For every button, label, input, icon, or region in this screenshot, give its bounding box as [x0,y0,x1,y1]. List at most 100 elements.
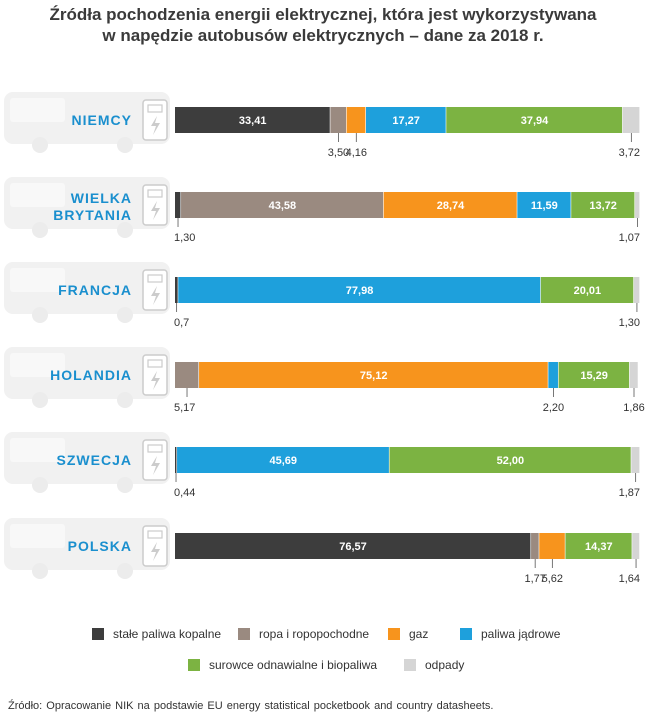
data-label: 43,58 [269,200,297,212]
country-row: FRANCJA 77,98 20,01 0,7 1,30 [4,262,640,329]
bar-segment [635,192,640,218]
legend-swatch [460,628,472,640]
data-label: 13,72 [589,200,617,212]
legend-label: odpady [425,658,464,672]
bus-wheel [32,307,48,323]
data-label: 5,17 [174,402,195,414]
data-label: 2,20 [543,402,564,414]
bus-wheel [32,392,48,408]
bar-segment [175,533,531,559]
data-label: 20,01 [574,285,602,297]
bus-window [10,438,65,462]
bus-wheel [32,477,48,493]
data-label: 17,27 [392,115,420,127]
bar-segment [175,192,181,218]
bar-segment [558,362,630,388]
data-label: 33,41 [239,115,267,127]
legend-swatch [388,628,400,640]
legend-label: paliwa jądrowe [481,627,561,641]
charger-screen [147,444,163,453]
bar-segment [175,447,177,473]
data-label: 37,94 [521,115,549,127]
bus-wheel [117,392,133,408]
bar-segment [346,107,366,133]
bus-silhouette-icon [4,262,170,323]
bar-segment [539,533,565,559]
bolt-icon [151,116,160,135]
bar-segment [548,362,558,388]
country-label: WIELKA [71,190,132,206]
bar-segment [631,447,640,473]
bus-wheel [117,563,133,579]
bar-segment [365,107,446,133]
country-row: SZWECJA 45,69 52,00 0,44 1,87 [4,432,640,499]
bus-silhouette-icon [4,518,170,579]
bolt-icon [151,542,160,561]
bus-window [10,98,65,122]
bar-segment [540,277,634,303]
charging-station-icon [142,184,168,226]
legend-label: gaz [409,627,428,641]
legend-swatch [404,659,416,671]
bar-segment [632,533,640,559]
data-label: 14,37 [585,541,613,553]
bar-segment [633,277,640,303]
bus-silhouette-icon [4,177,170,238]
data-label: 0,7 [174,317,189,329]
bus-window [10,268,65,292]
bolt-icon [151,201,160,220]
data-label: 0,44 [174,487,195,499]
bolt-icon [151,371,160,390]
data-label: 76,57 [339,541,367,553]
charger-screen [147,274,163,283]
legend: stałe paliwa kopalne ropa i ropopochodne g… [92,627,561,672]
country-label: BRYTANIA [53,207,132,223]
legend-label: stałe paliwa kopalne [113,627,221,641]
bus-wheel [32,222,48,238]
country-row: POLSKA 76,57 14,37 1,775,62 1,64 [4,518,640,585]
data-label: 1,77 [524,573,545,585]
data-label: 1,87 [619,487,640,499]
bus-window [10,353,65,377]
bar-segment [446,107,623,133]
bus-wheel [32,137,48,153]
bus-wheel [117,477,133,493]
bar-segment [330,107,347,133]
bar-segment [629,362,638,388]
bar-segment [389,447,631,473]
bar-segment [175,277,178,303]
bar-segment [175,107,330,133]
legend-item: odpady [404,658,464,672]
data-label: 5,62 [542,573,563,585]
bar-segment [181,192,384,218]
data-label: 1,07 [619,232,640,244]
country-row: HOLANDIA 75,12 15,29 5,17 2,20 1,86 [4,347,645,414]
bolt-icon [151,456,160,475]
chart-title-line-2: w napędzie autobusów elektrycznych – dan… [102,26,544,45]
bus-wheel [32,563,48,579]
legend-item: gaz [388,627,428,641]
charging-station-icon [142,439,168,481]
data-label: 3,72 [619,147,640,159]
bus-wheel [117,137,133,153]
bar-segment [565,533,632,559]
bus-wheel [117,307,133,323]
source-note: Źródło: Opracowanie NIK na podstawie EU … [8,700,494,712]
data-label: 1,86 [623,402,644,414]
country-label: FRANCJA [58,282,132,298]
country-label: HOLANDIA [50,367,132,383]
bar-segment [178,277,541,303]
data-label: 3,50 [328,147,349,159]
charging-station-icon [142,269,168,311]
charging-station-icon [142,525,168,567]
bar-segment [177,447,389,473]
data-label: 4,16 [346,147,367,159]
chart-title-line-1: Źródła pochodzenia energii elektrycznej,… [49,5,597,24]
legend-swatch [92,628,104,640]
data-label: 15,29 [580,370,608,382]
data-label: 45,69 [270,455,298,467]
bus-window [10,524,65,548]
data-label: 28,74 [437,200,465,212]
bolt-icon [151,286,160,305]
